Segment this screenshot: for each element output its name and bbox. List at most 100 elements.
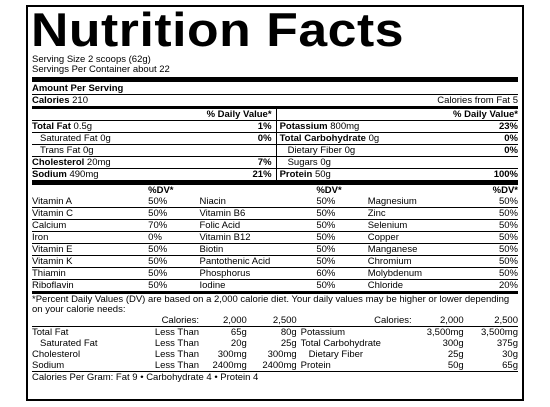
foot-nutrient: Cholesterol	[32, 349, 81, 360]
vitamin-row: Vitamin C 50% Vitamin B6 50% Zinc 50%	[32, 207, 518, 220]
vitamin-name: Vitamin K	[32, 255, 149, 268]
foot-cal-label-right: Calories:	[296, 315, 412, 327]
nutrition-label: Nutrition Facts Serving Size 2 scoops (6…	[26, 5, 524, 401]
nutrient-name: Sugars	[287, 157, 318, 168]
nutrient-row: Saturated Fat 0g 0% Total Carbohydrate 0g 0…	[32, 132, 518, 145]
foot-nutrient: Sodium	[32, 360, 65, 371]
vitamin-dv: 50%	[316, 231, 368, 244]
vitamin-dv: 70%	[148, 219, 200, 232]
dv-header-left: % Daily Value*	[206, 109, 272, 120]
vitamin-name: Selenium	[367, 219, 475, 232]
nutrient-name: Sodium	[32, 169, 67, 180]
nutrient-amount: 0g	[82, 145, 94, 156]
foot-value-b: 2400mg	[262, 360, 297, 371]
vitamin-dv: 50%	[474, 267, 518, 280]
foot-value-a-right: 50g	[447, 360, 464, 371]
nutrient-name: Saturated Fat	[40, 133, 98, 144]
vitamin-dv: 50%	[148, 280, 168, 291]
nutrient-table: % Daily Value* % Daily Value* Total Fat …	[32, 109, 518, 180]
vitamin-name: Chloride	[367, 280, 404, 291]
nutrient-row: Sodium 490mg 21% Protein 50g 100%	[32, 168, 518, 180]
nutrient-dv: 23%	[453, 120, 518, 133]
vitamin-name: Vitamin C	[32, 207, 149, 220]
vitamin-dv: 60%	[316, 267, 368, 280]
calories-per-gram: Calories Per Gram: Fat 9 • Carbohydrate …	[32, 372, 259, 383]
vitamin-dv: 50%	[474, 219, 518, 232]
vitamin-name: Riboflavin	[32, 280, 74, 291]
nutrient-name: Trans Fat	[40, 145, 81, 156]
vitamin-dv: 50%	[474, 231, 518, 244]
foot-cal-label-left: Calories:	[123, 315, 200, 327]
footnote-row: Cholesterol Less Than 300mg 300mg Dietary Fi…	[32, 349, 518, 360]
vitamin-name: Molybdenum	[367, 267, 475, 280]
foot-value-b-right: 30g	[502, 349, 518, 360]
footnote-table: Calories: 2,000 2,500 Calories: 2,000 2,…	[32, 315, 518, 371]
vitamin-dv: 50%	[316, 196, 368, 208]
amount-per-serving-label: Amount Per Serving	[32, 83, 124, 94]
footnote-row: Total Fat Less Than 65g 80g Potassium 3,500mg…	[32, 327, 518, 339]
vitamin-row: Riboflavin 50% Iodine 50% Chloride 20%	[32, 280, 518, 292]
vitamin-row: Vitamin A 50% Niacin 50% Magnesium 50%	[32, 196, 518, 208]
nutrient-amount: 20mg	[86, 157, 111, 168]
nutrient-dv	[247, 144, 272, 157]
foot-limit: Less Than	[154, 360, 200, 371]
nutrient-amount: 0.5g	[73, 121, 93, 132]
foot-nutrient-right: Protein	[300, 360, 331, 371]
nutrient-dv: 0%	[247, 132, 272, 145]
nutrient-dv: 1%	[247, 120, 272, 133]
calories-row: Calories 210 Calories from Fat 5	[32, 95, 518, 106]
vitamin-dv: 50%	[148, 255, 200, 268]
nutrient-amount: 800mg	[330, 121, 360, 132]
footnote-row: Sodium Less Than 2400mg 2400mg Protein 50g 65g	[32, 360, 518, 371]
foot-nutrient: Total Fat	[32, 327, 69, 338]
vitamin-dv: 50%	[148, 243, 200, 256]
vitamin-table: %DV* %DV* %DV* Vitamin A 50% Niacin 50% Magn…	[32, 185, 518, 291]
nutrient-row: Cholesterol 20mg 7% Sugars 0g	[32, 156, 518, 169]
vitamin-name: Phosphorus	[199, 267, 317, 280]
calories-label: Calories	[32, 95, 70, 106]
foot-value-a-right: 300g	[442, 338, 464, 349]
foot-value-b-right: 65g	[502, 360, 518, 371]
foot-value-b: 25g	[280, 338, 297, 349]
nutrient-name: Potassium	[279, 121, 328, 132]
vitamin-name: Calcium	[32, 219, 149, 232]
vitamin-name: Pantothenic Acid	[199, 255, 317, 268]
vit-header-2: %DV*	[316, 185, 342, 196]
vit-header-3: %DV*	[492, 185, 518, 196]
foot-nutrient-right: Potassium	[300, 327, 346, 338]
dv-header-right: % Daily Value*	[453, 109, 518, 120]
nutrient-amount: 490mg	[69, 169, 99, 180]
nutrient-amount: 0g	[344, 145, 356, 156]
nutrient-name: Total Fat	[32, 121, 71, 132]
nutrient-row: Total Fat 0.5g 1% Potassium 800mg 23%	[32, 120, 518, 133]
foot-value-b-right: 375g	[496, 338, 518, 349]
nutrient-dv: 21%	[252, 169, 272, 180]
vitamin-dv: 0%	[148, 231, 200, 244]
vitamin-name: Copper	[367, 231, 475, 244]
foot-limit: Less Than	[154, 327, 200, 338]
vitamin-name: Folic Acid	[199, 219, 317, 232]
nutrient-dv: 7%	[247, 156, 272, 169]
vitamin-dv: 50%	[474, 207, 518, 220]
vitamin-dv: 50%	[316, 219, 368, 232]
foot-cal-b-left: 2,500	[246, 315, 297, 327]
vitamin-dv: 50%	[148, 267, 200, 280]
calories-from-fat: Calories from Fat 5	[437, 95, 518, 106]
foot-value-a: 2400mg	[212, 360, 247, 371]
foot-value-b: 80g	[280, 327, 297, 338]
foot-nutrient-right: Dietary Fiber	[308, 349, 364, 360]
footnote-row: Saturated Fat Less Than 20g 25g Total Carboh…	[32, 338, 518, 349]
nutrient-name: Dietary Fiber	[287, 145, 342, 156]
foot-value-b: 300mg	[267, 349, 297, 360]
vitamin-name: Vitamin E	[32, 243, 149, 256]
nutrient-amount: 0g	[320, 157, 331, 168]
label-title: Nutrition Facts	[31, 3, 405, 56]
foot-value-a-right: 3,500mg	[426, 327, 464, 338]
vitamin-dv: 50%	[148, 207, 200, 220]
vitamin-row: Thiamin 50% Phosphorus 60% Molybdenum 50%	[32, 267, 518, 280]
vitamin-dv: 50%	[148, 196, 200, 208]
vitamin-dv: 50%	[316, 243, 368, 256]
vitamin-row: Calcium 70% Folic Acid 50% Selenium 50%	[32, 219, 518, 232]
foot-limit: Less Than	[154, 349, 200, 360]
foot-value-a: 65g	[230, 327, 247, 338]
